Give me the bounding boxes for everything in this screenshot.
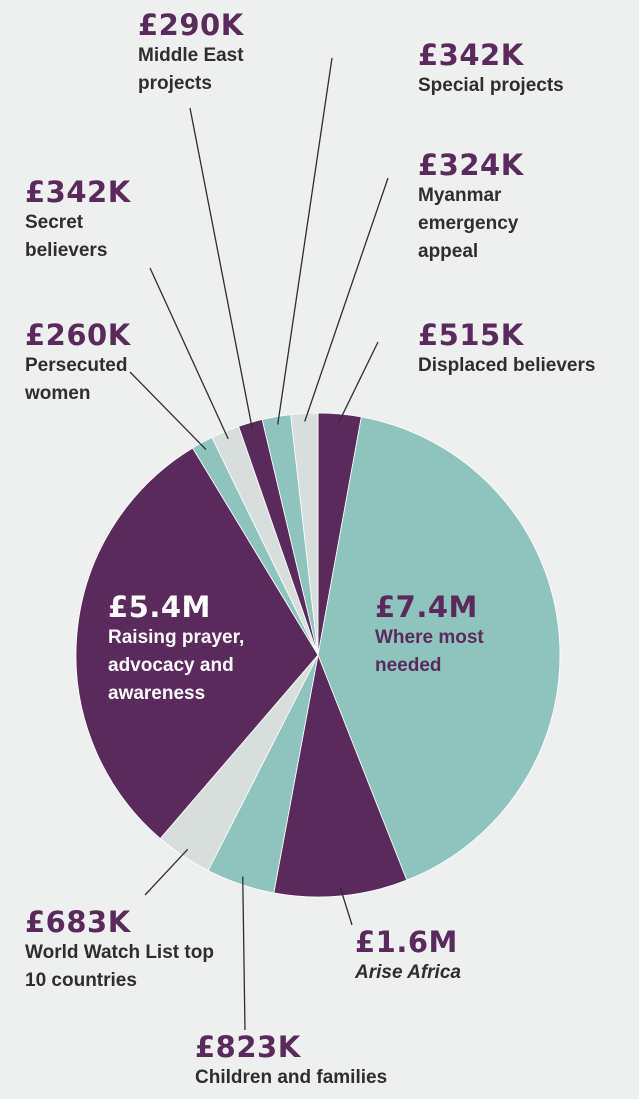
- slice-label: £290K Middle East projects: [138, 8, 278, 98]
- slice-label: £823K Children and families: [195, 1030, 435, 1092]
- leader-line: [242, 876, 246, 1031]
- pie-slice: [75, 447, 319, 840]
- category-label: Special projects: [418, 75, 564, 96]
- category-label: Displaced believers: [418, 355, 596, 376]
- value-label: £342K: [25, 175, 131, 209]
- slice-label: £1.6M Arise Africa: [355, 925, 515, 987]
- leader-line: [338, 341, 379, 423]
- category-label: Myanmar emergency appeal: [418, 185, 519, 262]
- category-label: Middle East projects: [138, 45, 244, 94]
- value-label: £5.4M: [108, 590, 211, 624]
- value-label: £260K: [25, 318, 131, 352]
- leader-line: [277, 57, 333, 425]
- slice-label: £342K Secret believers: [25, 175, 135, 265]
- pie-slice: [317, 416, 561, 881]
- slice-label: £342K Special projects: [418, 38, 618, 100]
- value-label: £1.6M: [355, 925, 458, 959]
- leader-line: [144, 848, 189, 896]
- slice-label: £683K World Watch List top 10 countries: [25, 905, 215, 995]
- category-label: Where most needed: [375, 627, 484, 676]
- value-label: £515K: [418, 318, 524, 352]
- value-label: £683K: [25, 905, 131, 939]
- leader-line: [129, 371, 207, 450]
- leader-line: [189, 107, 254, 431]
- category-label: Secret believers: [25, 212, 108, 261]
- value-label: £342K: [418, 38, 524, 72]
- leader-line: [339, 887, 353, 926]
- value-label: £324K: [418, 148, 524, 182]
- value-label: £290K: [138, 8, 244, 42]
- category-label: Raising prayer, advocacy and awareness: [108, 627, 245, 704]
- leader-line: [304, 177, 389, 422]
- category-label: Persecuted women: [25, 355, 128, 404]
- category-label: Children and families: [195, 1067, 388, 1088]
- value-label: £7.4M: [375, 590, 478, 624]
- leader-line: [149, 267, 229, 440]
- value-label: £823K: [195, 1030, 301, 1064]
- pie-slice: [290, 412, 319, 656]
- slice-label: £7.4M Where most needed: [375, 590, 505, 680]
- slice-label: £515K Displaced believers: [418, 318, 633, 380]
- category-label: Arise Africa: [355, 962, 461, 983]
- slice-label: £5.4M Raising prayer, advocacy and awaren…: [108, 590, 278, 708]
- slice-label: £324K Myanmar emergency appeal: [418, 148, 548, 266]
- slice-label: £260K Persecuted women: [25, 318, 155, 408]
- category-label: World Watch List top 10 countries: [25, 942, 214, 991]
